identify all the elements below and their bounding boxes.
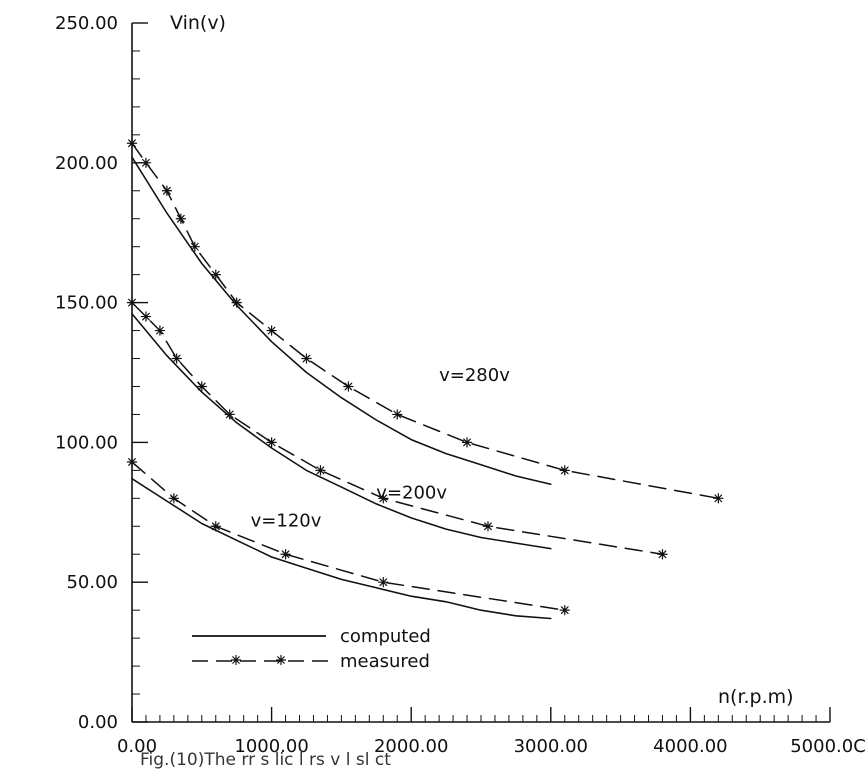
v=280v-measured-point (161, 185, 173, 196)
v=200v-measured-point (266, 437, 277, 448)
v=120v-measured-point (378, 577, 389, 588)
v=280v-measured-point (210, 269, 221, 280)
y-tick-label: 250.00 (55, 13, 118, 34)
x-axis-title: n(r.p.m) (718, 686, 794, 708)
v=200v-computed-series-line (131, 313, 552, 550)
legend-measured-label: measured (340, 651, 430, 672)
y-tick-label: 100.00 (55, 432, 118, 453)
v=200v-measured-point (315, 465, 326, 476)
v=280v-measured-point (189, 241, 201, 252)
v=280v-measured-point (343, 381, 354, 392)
legend-computed-label: computed (340, 626, 431, 647)
v=120v-measured-series-line (131, 461, 566, 611)
v=200v-measured-point (126, 297, 138, 308)
v=120v-measured-point (559, 604, 570, 616)
x-tick-label: 3000.00 (514, 736, 588, 757)
v=120v-measured-point (126, 456, 138, 468)
y-tick-label: 150.00 (55, 293, 118, 314)
v=120v-measured-point (168, 493, 180, 504)
y-tick-label: 50.00 (66, 572, 118, 593)
figure-caption: Fig.(10)The rr s lic l rs v l sl ct (140, 750, 391, 770)
v=200v-measured-point (140, 311, 152, 322)
v=280v-measured-point (301, 353, 312, 364)
x-tick-label: 1000.00 (234, 736, 308, 757)
x-tick-label: 2000.00 (374, 736, 448, 757)
v=280v-measured-point (175, 213, 187, 224)
legend-measured-marker (230, 654, 242, 666)
v=280v-measured-point (126, 138, 138, 149)
v=280v-measured-point (461, 437, 473, 448)
y-tick-label: 200.00 (55, 153, 118, 174)
series-annotation-label: v=120v (251, 510, 322, 531)
v=280v-measured-point (392, 409, 403, 420)
y-axis-title: Vin(v) (170, 12, 226, 34)
v=280v-measured-point (713, 493, 724, 504)
v=280v-measured-series-line (131, 142, 720, 500)
x-tick-label: 0.00 (117, 736, 157, 757)
series-annotation-label: v=200v (376, 482, 447, 503)
legend-measured-marker (275, 654, 287, 666)
v=120v-measured-point (210, 521, 221, 532)
v=280v-measured-point (231, 297, 242, 308)
v=200v-measured-point (224, 409, 235, 420)
v=200v-measured-point (196, 381, 207, 392)
series-annotation-label: v=280v (439, 365, 510, 386)
x-tick-label: 4000.00 (653, 736, 727, 757)
v=280v-computed-series-line (131, 156, 552, 486)
v=280v-measured-point (266, 325, 277, 336)
v=280v-measured-point (140, 157, 152, 168)
v=280v-measured-point (559, 465, 570, 476)
v=120v-measured-point (280, 549, 291, 560)
v=200v-measured-point (482, 521, 494, 532)
v=200v-measured-point (657, 549, 668, 560)
v=200v-measured-point (154, 325, 166, 336)
v=200v-measured-point (171, 353, 182, 364)
v=120v-computed-series-line (131, 477, 552, 620)
v=200v-measured-point (378, 493, 389, 504)
x-tick-label: 5000.0C (790, 736, 866, 757)
v=200v-measured-series-line (131, 301, 664, 555)
y-tick-label: 0.00 (78, 712, 118, 733)
